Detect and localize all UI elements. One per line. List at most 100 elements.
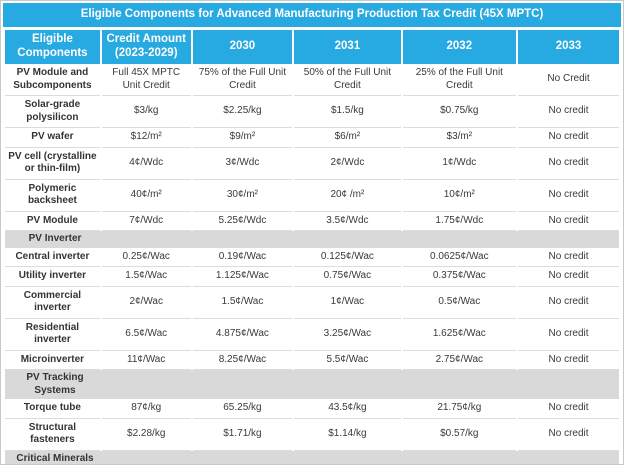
component-label: Structural fasteners xyxy=(5,418,100,451)
credit-value: 2¢/Wdc xyxy=(294,147,401,180)
credit-value: 11¢/Wac xyxy=(101,350,191,371)
credit-value: 20¢ /m² xyxy=(294,179,401,212)
credit-value: 1¢/Wac xyxy=(294,286,401,319)
table-row: Central inverter 0.25¢/Wac 0.19¢/Wac 0.125¢… xyxy=(5,247,619,268)
table-body: PV Module and Subcomponents Full 45X MPTC… xyxy=(5,64,619,464)
component-label: Residential inverter xyxy=(5,318,100,351)
credit-value: No credit xyxy=(518,350,619,371)
table-row: PV wafer $12/m² $9/m² $6/m² $3/m² No credit xyxy=(5,128,619,148)
credit-value: 0.25¢/Wac xyxy=(101,247,191,268)
credit-value: No credit xyxy=(518,286,619,319)
credit-value: $6/m² xyxy=(294,128,401,148)
credit-value: $0.57/kg xyxy=(402,418,517,451)
header-row: Eligible Components Credit Amount (2023-… xyxy=(5,30,619,65)
credit-value: 87¢/kg xyxy=(101,399,191,419)
credit-value: No Credit xyxy=(518,64,619,97)
tax-credit-table: Eligible Components Credit Amount (2023-… xyxy=(3,30,621,464)
page-title: Eligible Components for Advanced Manufac… xyxy=(3,3,621,28)
credit-value: No credit xyxy=(518,179,619,212)
credit-value: 1.5¢/Wac xyxy=(101,267,191,287)
table-row: Residential inverter 6.5¢/Wac 4.875¢/Wac 3.… xyxy=(5,318,619,351)
credit-value: 3.5¢/Wdc xyxy=(294,211,401,232)
component-label: Utility inverter xyxy=(5,267,100,287)
credit-value: 7¢/Wdc xyxy=(101,211,191,232)
component-label: PV wafer xyxy=(5,128,100,148)
table-row: Structural fasteners $2.28/kg $1.71/kg $1.1… xyxy=(5,418,619,451)
credit-value: 65.25/kg xyxy=(192,399,293,419)
credit-value: No credit xyxy=(518,399,619,419)
section-label: PV Inverter xyxy=(28,233,82,245)
component-label: PV Module xyxy=(5,211,100,232)
credit-value: 21.75¢/kg xyxy=(402,399,517,419)
section-header-row: PV Inverter xyxy=(5,231,619,248)
credit-value: 10¢/m² xyxy=(402,179,517,212)
credit-value: No credit xyxy=(518,147,619,180)
credit-value: No credit xyxy=(518,318,619,351)
credit-value: $3/m² xyxy=(402,128,517,148)
credit-value: 4.875¢/Wac xyxy=(192,318,293,351)
credit-value: 3¢/Wdc xyxy=(192,147,293,180)
credit-value: 50% of the Full Unit Credit xyxy=(294,64,401,97)
credit-value: 1¢/Wdc xyxy=(402,147,517,180)
component-label: Polymeric backsheet xyxy=(5,179,100,212)
table-row: Utility inverter 1.5¢/Wac 1.125¢/Wac 0.75¢/… xyxy=(5,267,619,287)
credit-value: $0.75/kg xyxy=(402,96,517,129)
credit-value: 1.5¢/Wac xyxy=(192,286,293,319)
table-row: PV Module and Subcomponents Full 45X MPTC… xyxy=(5,64,619,97)
table-row: Solar-grade polysilicon $3/kg $2.25/kg $1.5… xyxy=(5,96,619,129)
column-header-2033: 2033 xyxy=(518,30,619,65)
credit-value: No credit xyxy=(518,247,619,268)
credit-value: 2.75¢/Wac xyxy=(402,350,517,371)
credit-value: 5.25¢/Wdc xyxy=(192,211,293,232)
credit-value: 4¢/Wdc xyxy=(101,147,191,180)
credit-value: 0.19¢/Wac xyxy=(192,247,293,268)
credit-value: 8.25¢/Wac xyxy=(192,350,293,371)
credit-value: 40¢/m² xyxy=(101,179,191,212)
credit-value: Full 45X MPTC Unit Credit xyxy=(101,64,191,97)
credit-value: 0.375¢/Wac xyxy=(402,267,517,287)
credit-value: 1.75¢/Wdc xyxy=(402,211,517,232)
section-header-cell: PV Inverter xyxy=(5,231,619,248)
section-header-cell: PV Tracking Systems xyxy=(5,370,619,400)
column-header-2031: 2031 xyxy=(294,30,401,65)
section-header-row: Critical Minerals xyxy=(5,450,619,464)
credit-value: $9/m² xyxy=(192,128,293,148)
credit-value: 6.5¢/Wac xyxy=(101,318,191,351)
component-label: Central inverter xyxy=(5,247,100,268)
credit-value: 3.25¢/Wac xyxy=(294,318,401,351)
credit-value: No credit xyxy=(518,96,619,129)
column-header-2030: 2030 xyxy=(192,30,293,65)
section-label: Critical Minerals xyxy=(16,452,94,464)
table-row: PV Module 7¢/Wdc 5.25¢/Wdc 3.5¢/Wdc 1.75¢/Wd… xyxy=(5,211,619,232)
credit-value: 75% of the Full Unit Credit xyxy=(192,64,293,97)
column-header-credit-amount: Credit Amount (2023-2029) xyxy=(101,30,191,65)
credit-value: No credit xyxy=(518,211,619,232)
credit-value: No credit xyxy=(518,418,619,451)
credit-value: 1.125¢/Wac xyxy=(192,267,293,287)
component-label: PV cell (crystalline or thin-film) xyxy=(5,147,100,180)
column-header-eligible-components: Eligible Components xyxy=(5,30,100,65)
section-label: PV Tracking Systems xyxy=(26,372,84,396)
credit-value: 0.5¢/Wac xyxy=(402,286,517,319)
component-label: PV Module and Subcomponents xyxy=(5,64,100,97)
credit-value: 1.625¢/Wac xyxy=(402,318,517,351)
credit-value: No credit xyxy=(518,128,619,148)
credit-value: 0.125¢/Wac xyxy=(294,247,401,268)
credit-value: $1.14/kg xyxy=(294,418,401,451)
credit-value: 43.5¢/kg xyxy=(294,399,401,419)
component-label: Microinverter xyxy=(5,350,100,371)
credit-value: $3/kg xyxy=(101,96,191,129)
credit-value: 25% of the Full Unit Credit xyxy=(402,64,517,97)
section-header-cell: Critical Minerals xyxy=(5,450,619,464)
credit-value: $1.5/kg xyxy=(294,96,401,129)
component-label: Torque tube xyxy=(5,399,100,419)
credit-value: $2.25/kg xyxy=(192,96,293,129)
credit-value: $12/m² xyxy=(101,128,191,148)
section-header-row: PV Tracking Systems xyxy=(5,370,619,400)
component-label: Solar-grade polysilicon xyxy=(5,96,100,129)
column-header-2032: 2032 xyxy=(402,30,517,65)
credit-value: 5.5¢/Wac xyxy=(294,350,401,371)
table-row: Microinverter 11¢/Wac 8.25¢/Wac 5.5¢/Wac 2.7… xyxy=(5,350,619,371)
credit-value: 2¢/Wac xyxy=(101,286,191,319)
